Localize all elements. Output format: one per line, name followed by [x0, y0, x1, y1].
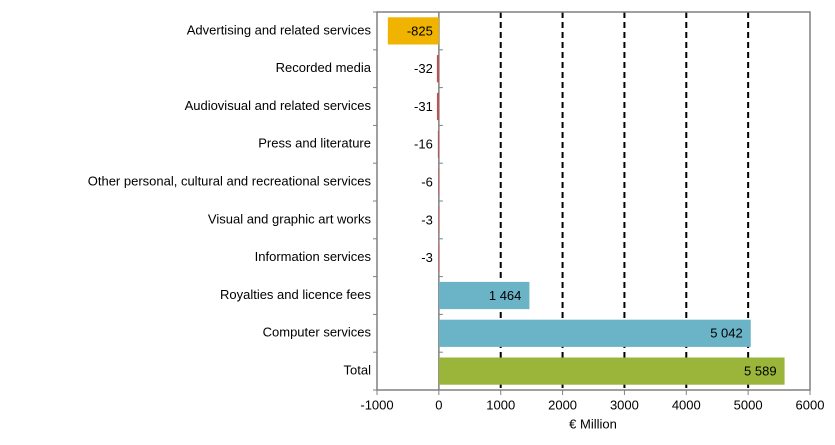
- y-tick-label: Total: [344, 363, 372, 378]
- bar: [438, 357, 785, 385]
- x-tick-label: -1000: [360, 397, 393, 412]
- y-tick-label: Computer services: [263, 325, 372, 340]
- bar: [438, 168, 440, 196]
- value-label: 5 589: [744, 364, 777, 379]
- value-label: -31: [414, 99, 433, 114]
- value-label: 5 042: [710, 326, 743, 341]
- value-label: -3: [421, 212, 433, 227]
- bar: [387, 17, 439, 45]
- value-label: -16: [414, 137, 433, 152]
- y-tick-label: Information services: [255, 249, 372, 264]
- x-tick-label: 1000: [486, 397, 515, 412]
- bar: [438, 244, 440, 272]
- bar: [437, 130, 439, 158]
- bar: [436, 92, 439, 121]
- bar: [438, 281, 530, 310]
- x-tick-label: 2000: [548, 397, 577, 412]
- value-label: -825: [407, 23, 433, 38]
- value-label: 1 464: [489, 288, 522, 303]
- x-tick-label: 3000: [610, 397, 639, 412]
- bar: [438, 206, 440, 234]
- y-tick-label: Press and literature: [258, 136, 371, 151]
- value-label: -3: [421, 250, 433, 265]
- y-tick-label: Advertising and related services: [187, 22, 372, 37]
- x-tick-label: 5000: [734, 397, 763, 412]
- x-axis-label: € Million: [569, 416, 617, 431]
- y-tick-label: Recorded media: [276, 60, 372, 75]
- y-tick-label: Royalties and licence fees: [220, 287, 372, 302]
- bar: [436, 55, 439, 83]
- bar: [438, 319, 751, 347]
- value-label: -32: [414, 61, 433, 76]
- x-tick-label: 6000: [796, 397, 825, 412]
- y-tick-label: Audiovisual and related services: [185, 98, 372, 113]
- x-tick-label: 0: [435, 397, 442, 412]
- y-tick-label: Other personal, cultural and recreationa…: [88, 174, 372, 189]
- y-tick-label: Visual and graphic art works: [208, 211, 372, 226]
- value-label: -6: [421, 175, 433, 190]
- x-tick-label: 4000: [672, 397, 701, 412]
